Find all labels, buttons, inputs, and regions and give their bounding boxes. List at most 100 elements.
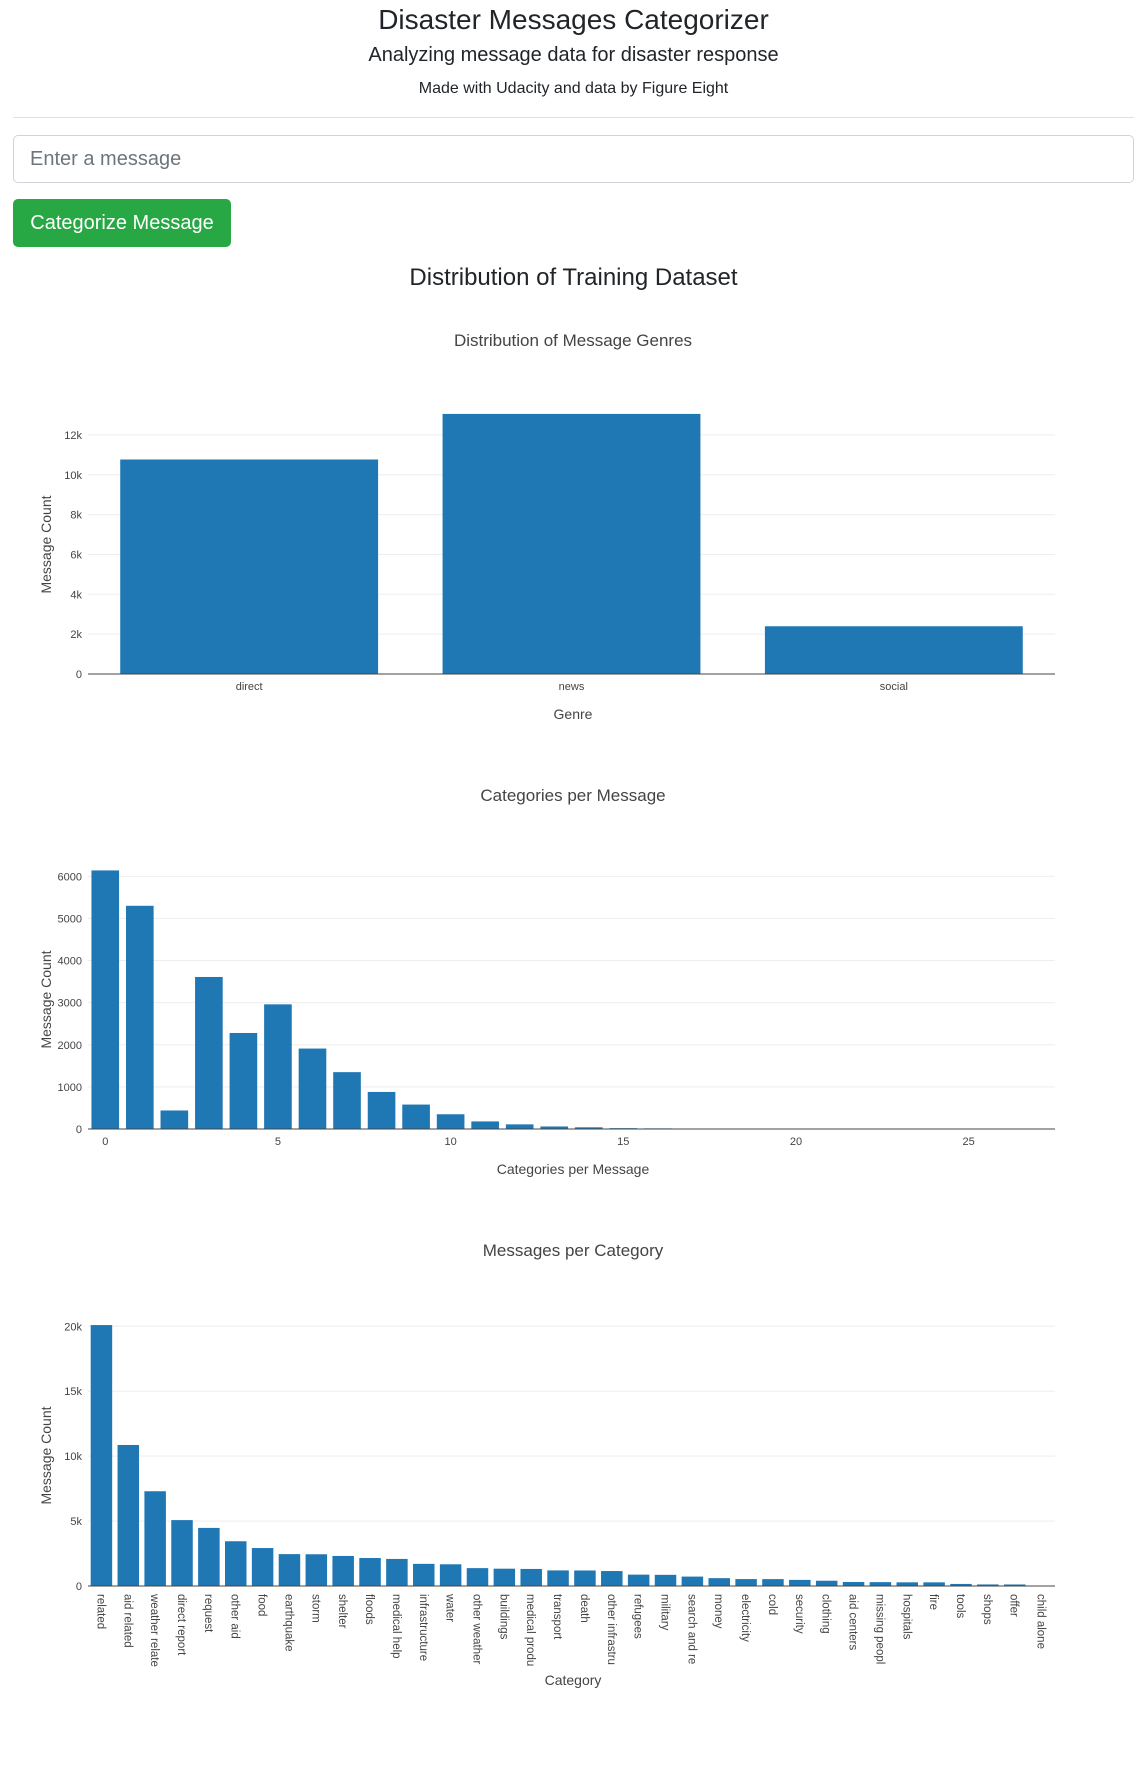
bar: [601, 1571, 622, 1586]
bar: [437, 1114, 465, 1129]
x-tick-label: 20: [790, 1136, 802, 1148]
x-tick-label: social: [880, 681, 908, 693]
bar: [386, 1559, 407, 1586]
page-subtitle: Analyzing message data for disaster resp…: [0, 44, 1147, 67]
bar: [870, 1582, 891, 1586]
bar: [520, 1569, 541, 1586]
bar: [120, 460, 378, 674]
bar: [682, 1577, 703, 1586]
bar: [161, 1110, 189, 1129]
bar: [118, 1445, 139, 1586]
bar: [547, 1570, 568, 1586]
bar: [762, 1579, 783, 1586]
y-tick-label: 0: [76, 1124, 82, 1136]
x-tick-label: storm: [309, 1594, 321, 1623]
x-tick-label: weather relate: [148, 1593, 160, 1667]
bar: [198, 1528, 219, 1586]
x-tick-label: water: [444, 1593, 456, 1622]
bar: [440, 1564, 461, 1586]
bar: [443, 414, 701, 674]
bar: [333, 1072, 361, 1129]
x-tick-label: aid related: [121, 1594, 133, 1648]
bar: [923, 1582, 944, 1586]
x-tick-label: infrastructure: [417, 1594, 429, 1661]
y-tick-label: 15k: [64, 1386, 82, 1398]
bar: [574, 1570, 595, 1586]
bar: [126, 906, 154, 1129]
x-tick-label: news: [559, 681, 585, 693]
bar: [467, 1568, 488, 1586]
x-tick-label: shelter: [336, 1594, 348, 1629]
page-title: Disaster Messages Categorizer: [0, 4, 1147, 36]
x-tick-label: military: [659, 1594, 671, 1631]
x-tick-label: request: [202, 1594, 214, 1633]
bar: [843, 1582, 864, 1586]
y-tick-label: 4000: [58, 956, 82, 968]
y-tick-label: 4k: [70, 589, 82, 601]
bar: [171, 1520, 192, 1586]
y-tick-label: 1000: [58, 1082, 82, 1094]
bar: [789, 1580, 810, 1586]
y-tick-label: 5000: [58, 913, 82, 925]
categorize-button[interactable]: Categorize Message: [13, 199, 231, 247]
bar: [299, 1049, 327, 1129]
y-tick-label: 20k: [64, 1321, 82, 1333]
messages-per-category-chart: Messages per Category05k10k15k20krelated…: [0, 1225, 1147, 1769]
x-tick-label: 10: [445, 1136, 457, 1148]
bar: [402, 1105, 430, 1129]
bar: [306, 1554, 327, 1586]
y-tick-label: 10k: [64, 1451, 82, 1463]
bar: [735, 1579, 756, 1586]
y-tick-label: 2000: [58, 1040, 82, 1052]
x-tick-label: medical produ: [524, 1594, 536, 1666]
x-tick-label: direct report: [175, 1594, 187, 1656]
bar: [332, 1556, 353, 1586]
y-tick-label: 6000: [58, 871, 82, 883]
y-tick-label: 12k: [64, 430, 82, 442]
x-tick-label: refugees: [632, 1594, 644, 1639]
bar: [816, 1581, 837, 1586]
chart-title: Categories per Message: [480, 786, 665, 805]
bar: [195, 977, 223, 1129]
y-tick-label: 0: [76, 669, 82, 681]
bar: [230, 1033, 258, 1129]
x-axis-label: Categories per Message: [497, 1161, 650, 1177]
x-tick-label: earthquake: [282, 1594, 294, 1652]
x-tick-label: other weather: [470, 1594, 482, 1664]
y-axis-label: Message Count: [38, 950, 54, 1048]
y-tick-label: 3000: [58, 998, 82, 1010]
x-tick-label: security: [793, 1594, 805, 1634]
chart-title: Messages per Category: [483, 1241, 664, 1260]
x-tick-label: death: [578, 1594, 590, 1623]
x-tick-label: child alone: [1035, 1594, 1047, 1649]
section-title: Distribution of Training Dataset: [0, 264, 1147, 292]
x-tick-label: food: [256, 1594, 268, 1616]
message-input[interactable]: [13, 135, 1134, 183]
bar: [225, 1541, 246, 1586]
x-tick-label: transport: [551, 1594, 563, 1640]
credit-line: Made with Udacity and data by Figure Eig…: [0, 80, 1147, 98]
y-tick-label: 2k: [70, 629, 82, 641]
y-tick-label: 5k: [70, 1516, 82, 1528]
bar: [359, 1558, 380, 1586]
bar: [506, 1124, 534, 1129]
x-tick-label: direct: [236, 681, 263, 693]
x-tick-label: 25: [963, 1136, 975, 1148]
x-tick-label: fire: [927, 1594, 939, 1610]
y-tick-label: 8k: [70, 510, 82, 522]
bar: [144, 1491, 165, 1586]
x-tick-label: hospitals: [900, 1594, 912, 1640]
x-tick-label: other aid: [229, 1594, 241, 1639]
x-tick-label: electricity: [739, 1594, 751, 1642]
bar: [708, 1578, 729, 1586]
bar: [91, 1325, 112, 1586]
genre-chart: Distribution of Message Genres02k4k6k8k1…: [0, 315, 1147, 745]
x-tick-label: missing peopl: [873, 1594, 885, 1664]
bar: [413, 1564, 434, 1586]
x-tick-label: aid centers: [847, 1594, 859, 1651]
x-tick-label: money: [712, 1594, 724, 1629]
bar: [765, 626, 1023, 674]
x-tick-label: 5: [275, 1136, 281, 1148]
x-tick-label: related: [94, 1594, 106, 1629]
bar: [252, 1548, 273, 1586]
